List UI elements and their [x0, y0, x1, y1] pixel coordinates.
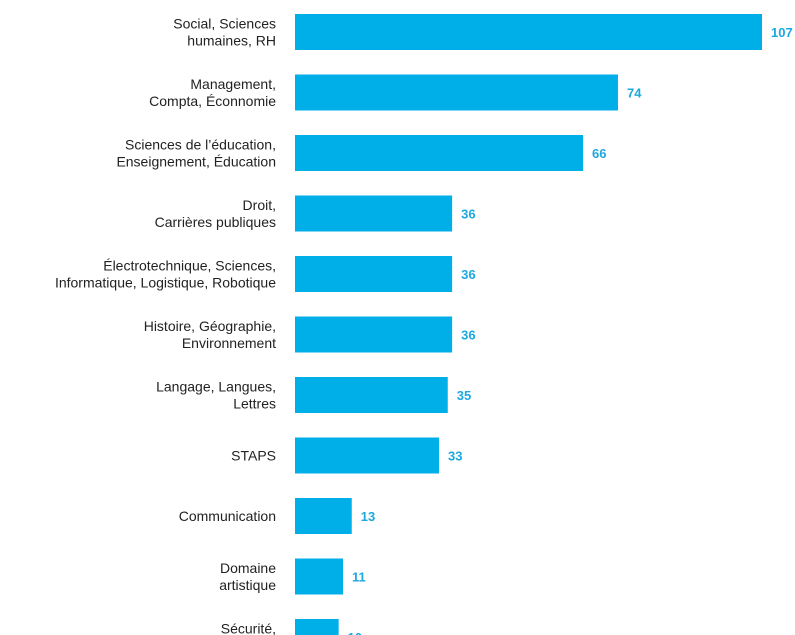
value-label-1: 74: [627, 86, 642, 101]
category-label-6: Langage, Langues, Lettres: [156, 379, 276, 412]
category-label-line: humaines, RH: [187, 33, 276, 49]
bar-6: [295, 377, 448, 413]
category-label-line: Droit,: [243, 197, 276, 213]
category-label-1: Management, Compta, Éconnomie: [149, 76, 276, 109]
value-label-7: 33: [448, 449, 462, 464]
bar-2: [295, 135, 584, 171]
category-label-line: Domaine: [220, 560, 276, 576]
value-label-9: 11: [352, 570, 366, 585]
category-label-line: Électrotechnique, Sciences,: [103, 258, 276, 274]
bar-10: [295, 619, 339, 635]
bar-1: [295, 74, 618, 111]
category-label-line: Informatique, Logistique, Robotique: [55, 275, 276, 291]
value-label-4: 36: [461, 267, 475, 282]
category-label-line: Carrières publiques: [155, 214, 276, 230]
value-label-3: 36: [461, 207, 475, 222]
category-label-4: Électrotechnique, Sciences, Informatique,…: [55, 258, 276, 291]
category-label-line: Langage, Langues,: [156, 379, 276, 395]
category-label-9: Domaine artistique: [219, 560, 276, 593]
category-label-line: Social, Sciences: [173, 16, 276, 32]
value-label-0: 107: [771, 25, 793, 40]
bars-group: [295, 14, 762, 635]
category-label-5: Histoire, Géographie, Environnement: [144, 318, 276, 351]
category-label-line: Environnement: [182, 335, 276, 351]
bar-7: [295, 437, 440, 474]
bar-5: [295, 316, 453, 353]
value-label-2: 66: [592, 146, 606, 161]
category-label-line: artistique: [219, 577, 276, 593]
value-labels-group: 107 74 66 36 36 36 35 33 13 11 10: [348, 25, 793, 635]
category-label-line: STAPS: [231, 448, 276, 464]
category-label-10: Sécurité,prévention: [211, 621, 276, 635]
category-label-3: Droit, Carrières publiques: [155, 197, 276, 230]
category-label-line: Management,: [190, 76, 276, 92]
category-label-line: Sciences de l’éducation,: [125, 137, 276, 153]
bar-3: [295, 195, 453, 232]
bar-8: [295, 498, 352, 534]
category-label-line: Histoire, Géographie,: [144, 318, 276, 334]
category-label-0: Social, Sciences humaines, RH: [173, 16, 276, 49]
category-label-line: Sécurité,: [221, 621, 276, 635]
category-label-2: Sciences de l’éducation, Enseignement, Éd…: [116, 137, 276, 170]
category-label-line: Lettres: [233, 396, 276, 412]
category-label-line: Enseignement, Éducation: [116, 154, 276, 170]
value-label-5: 36: [461, 328, 475, 343]
value-label-8: 13: [361, 509, 375, 524]
category-label-line: Communication: [179, 508, 276, 524]
value-label-6: 35: [457, 388, 471, 403]
category-label-line: Compta, Éconnomie: [149, 93, 276, 109]
bar-9: [295, 558, 344, 595]
value-label-10: 10: [348, 630, 362, 635]
category-label-7: STAPS: [231, 448, 276, 464]
category-label-8: Communication: [179, 508, 276, 524]
bar-0: [295, 14, 762, 50]
bar-4: [295, 256, 453, 292]
